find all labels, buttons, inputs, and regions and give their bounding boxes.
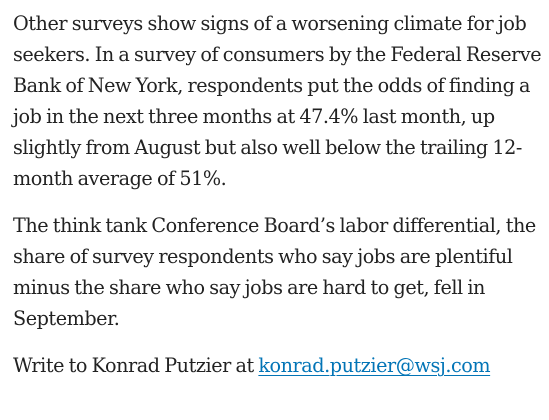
author-email-link[interactable]: konrad.putzier@wsj.com [258,354,491,377]
author-contact-prefix: Write to Konrad Putzier at [13,354,259,377]
author-contact-line: Write to Konrad Putzier at konrad.putzie… [13,350,543,381]
article-paragraph: Other surveys show signs of a worsening … [13,12,542,190]
article-body: Other surveys show signs of a worsening … [13,8,543,381]
article-paragraph: The think tank Conference Board’s labor … [13,214,536,330]
